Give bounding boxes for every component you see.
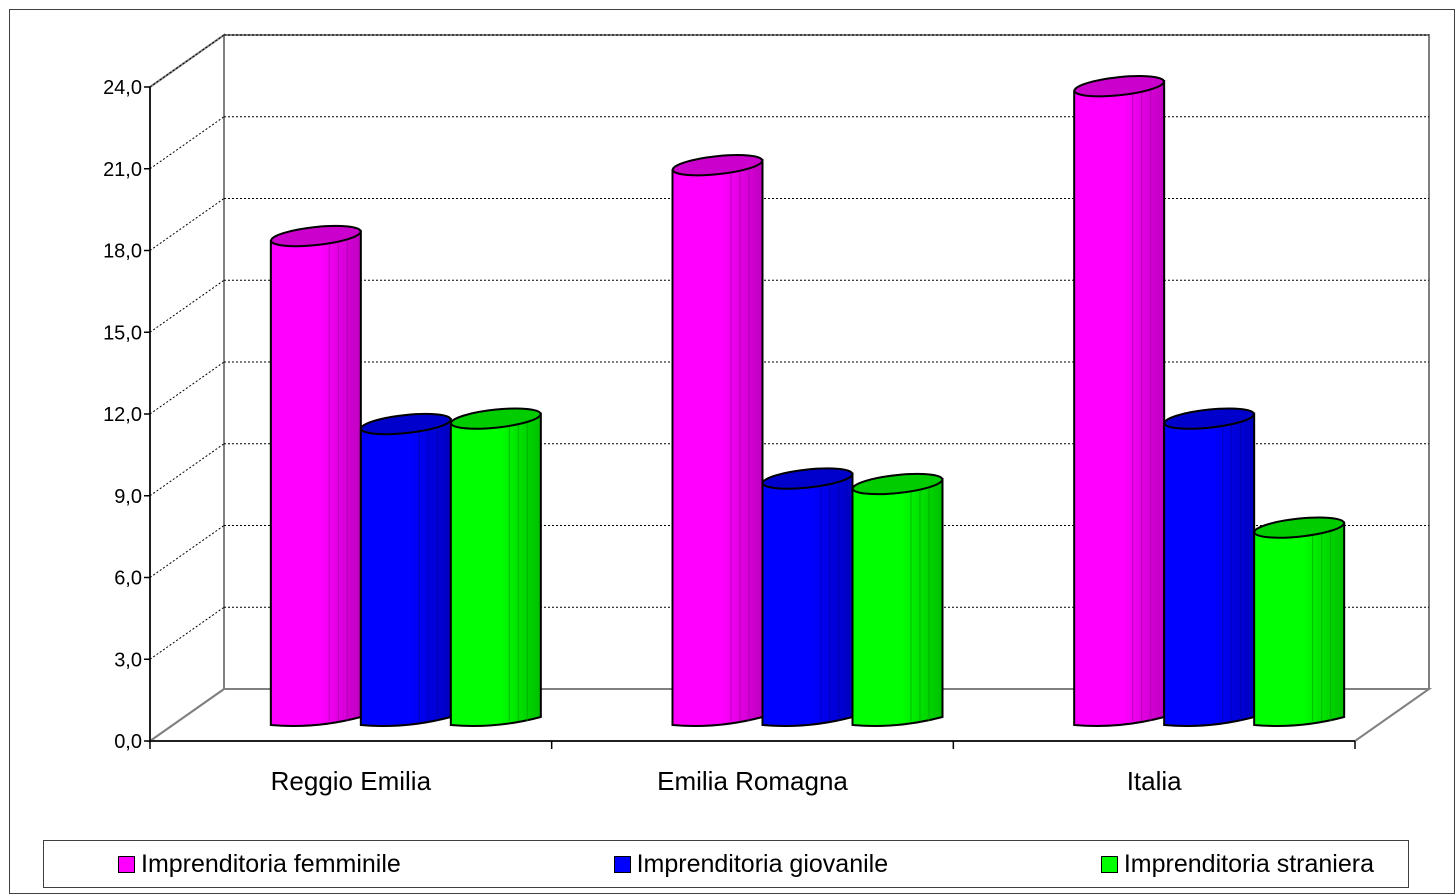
legend-label-giovanile: Imprenditoria giovanile (636, 849, 889, 878)
chart-plot: 0,0 3,0 6,0 9,0 12,0 15,0 18,0 21,0 24,0 Reggio … (103, 33, 1433, 796)
bar-top (360, 412, 452, 436)
bar (1163, 407, 1256, 727)
gridline-side (149, 279, 225, 333)
bar (1253, 516, 1346, 727)
bar-top (1163, 407, 1255, 430)
y-tick-label: 12,0 (103, 404, 142, 426)
gridline-side (149, 606, 225, 660)
y-tick-label: 21,0 (103, 159, 142, 181)
bar (671, 154, 764, 727)
legend-swatch-straniera (1100, 855, 1118, 873)
bar (269, 224, 362, 727)
legend-swatch-femminile (118, 855, 135, 873)
legend: Imprenditoria femminile Imprenditoria gi… (43, 840, 1409, 888)
bar (851, 472, 944, 727)
bar (1073, 75, 1166, 727)
gridline-side (149, 361, 225, 415)
legend-label-femminile: Imprenditoria femminile (141, 849, 401, 878)
legend-label-straniera: Imprenditoria straniera (1123, 849, 1374, 878)
bar-top (450, 407, 542, 430)
category-label: Italia (1127, 766, 1182, 796)
legend-item-femminile: Imprenditoria femminile (118, 850, 401, 879)
bar-top (761, 467, 854, 490)
y-tick-label: 9,0 (114, 486, 142, 508)
y-tick-label: 15,0 (103, 322, 142, 344)
bar-top (851, 472, 944, 496)
legend-item-giovanile: Imprenditoria giovanile (613, 849, 889, 879)
bar-top (671, 154, 764, 177)
legend-swatch-giovanile (613, 855, 631, 873)
y-tick-label: 3,0 (114, 649, 142, 671)
gridline-side (149, 116, 225, 170)
gridline-side (149, 34, 225, 88)
gridline-side (149, 198, 225, 251)
y-tick-label: 24,0 (103, 77, 142, 99)
bar (449, 407, 542, 727)
chart-frame (9, 9, 1455, 894)
bar (761, 467, 854, 727)
bar-top (270, 224, 362, 248)
category-label: Emilia Romagna (657, 766, 848, 796)
category-label: Reggio Emilia (271, 766, 432, 796)
gridline-side (149, 443, 225, 497)
y-tick-label: 6,0 (114, 568, 142, 590)
y-tick-label: 18,0 (103, 241, 142, 263)
gridline-side (149, 525, 225, 578)
bar-top (1073, 75, 1165, 98)
y-tick-label: 0,0 (114, 731, 142, 753)
bar (359, 412, 452, 727)
bar-top (1253, 516, 1345, 539)
legend-item-straniera: Imprenditoria straniera (1100, 849, 1374, 879)
